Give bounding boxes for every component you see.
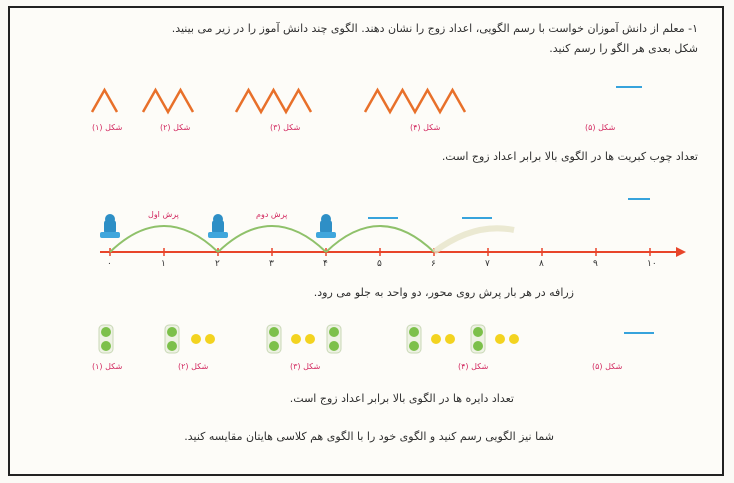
pattern1-label-2: شکل (۲) bbox=[160, 123, 191, 132]
jump-label-2: پرش دوم bbox=[256, 210, 288, 219]
fig3-green-2-bottom bbox=[329, 341, 339, 351]
fig1-green-bottom bbox=[101, 341, 111, 351]
pattern2-statement: تعداد دایره ها در الگوی بالا برابر اعداد… bbox=[289, 392, 514, 405]
zigzag-figure-4 bbox=[363, 87, 467, 115]
answer-dash-5 bbox=[624, 332, 654, 334]
pattern2-label-2: شکل (۲) bbox=[178, 362, 209, 371]
pattern2-label-3: شکل (۳) bbox=[290, 362, 321, 371]
jump-arc-2 bbox=[217, 225, 327, 253]
question-line-1: ۱- معلم از دانش آموزان خواست با رسم الگو… bbox=[171, 22, 698, 35]
fig3-green-2-top bbox=[329, 327, 339, 337]
tick-label-10: ۱۰ bbox=[647, 259, 657, 269]
answer-dash-3 bbox=[368, 217, 398, 219]
zigzag-figure-2 bbox=[141, 87, 195, 115]
jump-arc-1 bbox=[109, 225, 219, 253]
fig1-green-top bbox=[101, 327, 111, 337]
fig3-green-1-bottom bbox=[269, 341, 279, 351]
pattern2-instruction: شما نیز الگویی رسم کنید و الگوی خود را ب… bbox=[184, 430, 554, 443]
fig4-yellow-3 bbox=[495, 334, 505, 344]
animal-icon-2 bbox=[208, 214, 228, 238]
fig4-green-1-top bbox=[409, 327, 419, 337]
pattern1-label-5: شکل (۵) bbox=[585, 123, 616, 132]
answer-dash-4 bbox=[462, 217, 492, 219]
zigzag-figure-1 bbox=[90, 87, 119, 113]
fig4-yellow-2 bbox=[445, 334, 455, 344]
pattern1-label-3: شکل (۳) bbox=[270, 123, 301, 132]
zigzag-figure-3 bbox=[234, 87, 313, 115]
fig3-yellow-1 bbox=[291, 334, 301, 344]
tick-label-7: ۷ bbox=[485, 259, 490, 269]
fig2-green-1-top bbox=[167, 327, 177, 337]
fig4-green-2-bottom bbox=[473, 341, 483, 351]
fig4-green-2-top bbox=[473, 327, 483, 337]
fig4-green-1-bottom bbox=[409, 341, 419, 351]
fig2-green-1-bottom bbox=[167, 341, 177, 351]
tick-label-5: ۵ bbox=[377, 259, 382, 269]
fig2-yellow-1 bbox=[191, 334, 201, 344]
pattern2-label-4: شکل (۴) bbox=[458, 362, 489, 371]
number-line-arrow bbox=[676, 247, 686, 257]
tick-label-8: ۸ bbox=[539, 259, 544, 269]
tick-label-9: ۹ bbox=[593, 259, 598, 269]
pattern2-label-1: شکل (۱) bbox=[92, 362, 123, 371]
tick-label-2: ۲ bbox=[215, 259, 220, 269]
fig2-yellow-2 bbox=[205, 334, 215, 344]
tick-label-6: ۶ bbox=[431, 259, 436, 269]
question-line-2: شکل بعدی هر الگو را رسم کنید. bbox=[549, 42, 698, 55]
tick-label-0: ۰ bbox=[107, 259, 112, 269]
fig4-yellow-4 bbox=[509, 334, 519, 344]
animal-icon-1 bbox=[100, 214, 120, 238]
pattern1-label-4: شکل (۴) bbox=[410, 123, 441, 132]
jump-label-1: پرش اول bbox=[148, 210, 179, 219]
fig3-yellow-2 bbox=[305, 334, 315, 344]
faded-next-jump bbox=[432, 225, 515, 255]
tick-label-4: ۴ bbox=[323, 259, 328, 269]
animal-icon-3 bbox=[316, 214, 336, 238]
tick-label-1: ۱ bbox=[161, 259, 166, 269]
pattern2-label-5: شکل (۵) bbox=[592, 362, 623, 371]
fig3-green-1-top bbox=[269, 327, 279, 337]
pattern1-label-1: شکل (۱) bbox=[92, 123, 123, 132]
fig4-yellow-1 bbox=[431, 334, 441, 344]
answer-dash-1 bbox=[616, 86, 642, 88]
numberline-statement: زرافه در هر بار پرش روی محور، دو واحد به… bbox=[313, 286, 574, 299]
answer-dash-2 bbox=[628, 198, 650, 200]
jump-arc-3 bbox=[325, 225, 435, 253]
tick-label-3: ۳ bbox=[269, 259, 274, 269]
pattern1-statement: تعداد چوب کبریت ها در الگوی بالا برابر ا… bbox=[441, 150, 698, 163]
worksheet-frame bbox=[8, 6, 724, 476]
